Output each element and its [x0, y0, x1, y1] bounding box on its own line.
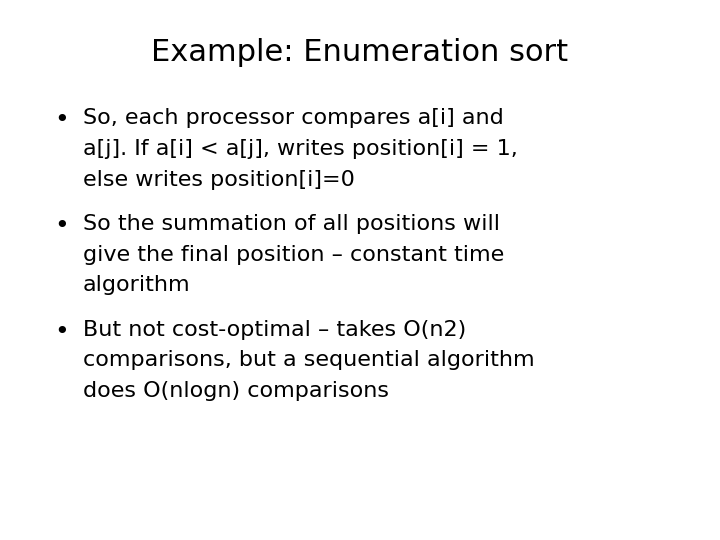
Text: comparisons, but a sequential algorithm: comparisons, but a sequential algorithm	[83, 350, 534, 370]
Text: •: •	[54, 214, 68, 238]
Text: So the summation of all positions will: So the summation of all positions will	[83, 214, 500, 234]
Text: •: •	[54, 320, 68, 343]
Text: So, each processor compares a[i] and: So, each processor compares a[i] and	[83, 108, 503, 128]
Text: give the final position – constant time: give the final position – constant time	[83, 245, 504, 265]
Text: else writes position[i]=0: else writes position[i]=0	[83, 170, 355, 190]
Text: does O(nlogn) comparisons: does O(nlogn) comparisons	[83, 381, 389, 401]
Text: •: •	[54, 108, 68, 132]
Text: But not cost-optimal – takes O(n2): But not cost-optimal – takes O(n2)	[83, 320, 466, 340]
Text: algorithm: algorithm	[83, 275, 190, 295]
Text: a[j]. If a[i] < a[j], writes position[i] = 1,: a[j]. If a[i] < a[j], writes position[i]…	[83, 139, 518, 159]
Text: Example: Enumeration sort: Example: Enumeration sort	[151, 38, 569, 67]
